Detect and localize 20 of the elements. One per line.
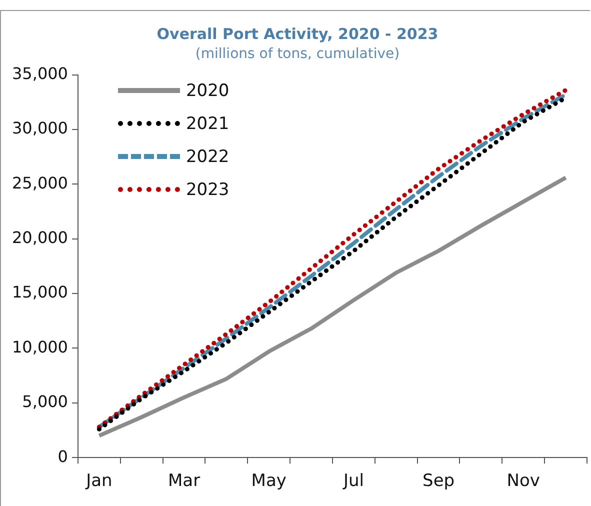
legend-label: 2023: [186, 180, 230, 200]
chart-title: Overall Port Activity, 2020 - 2023: [156, 24, 438, 43]
x-tick-label: Jan: [85, 471, 112, 492]
x-tick-label: May: [251, 471, 286, 492]
y-tick-label: 25,000: [12, 173, 68, 192]
legend-label: 2022: [186, 146, 230, 167]
y-tick-label: 10,000: [12, 337, 68, 356]
y-tick-label: 0: [58, 446, 68, 466]
y-tick-label: 20,000: [12, 228, 68, 248]
y-tick-label: 5,000: [22, 392, 68, 412]
x-tick-label: Nov: [506, 471, 540, 492]
y-tick-label: 15,000: [12, 282, 68, 302]
x-tick-label: Jul: [342, 471, 364, 492]
legend-label: 2020: [186, 80, 230, 101]
legend-label: 2021: [186, 114, 230, 134]
y-tick-label: 35,000: [12, 64, 68, 83]
x-tick-label: Sep: [422, 471, 455, 492]
y-tick-label: 30,000: [12, 118, 68, 138]
x-tick-label: Mar: [168, 471, 200, 492]
chart-subtitle: (millions of tons, cumulative): [195, 46, 400, 62]
